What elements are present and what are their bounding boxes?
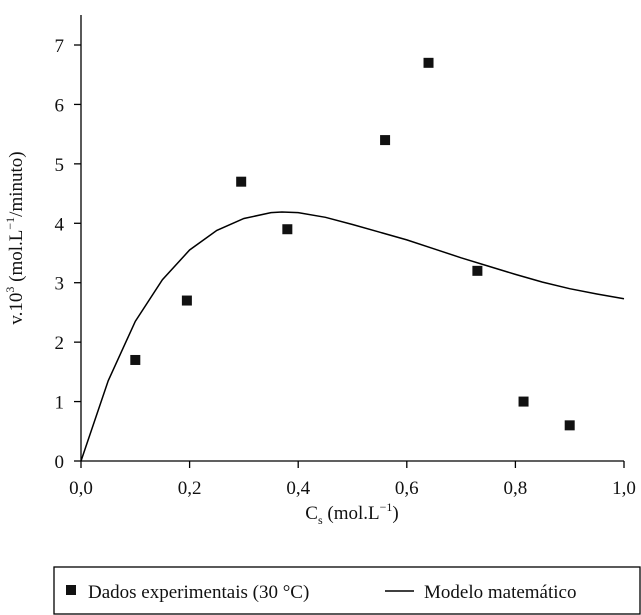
data-point (282, 224, 293, 235)
x-tick-label: 0,2 (178, 478, 202, 499)
legend-label-data: Dados experimentais (30 °C) (88, 582, 309, 603)
y-axis-title-sup1: 3 (3, 287, 17, 293)
legend-box (53, 566, 641, 615)
y-tick-label: 3 (55, 274, 65, 295)
data-point (181, 295, 192, 306)
x-ticks: 0,0 0,2 0,4 0,6 0,8 1,0 (69, 461, 636, 499)
y-tick-label: 1 (55, 393, 65, 414)
y-tick-label: 4 (55, 214, 65, 235)
x-axis-title-rest: (mol.L (323, 503, 380, 524)
y-tick-label: 5 (55, 155, 65, 176)
y-tick-label: 7 (55, 36, 65, 57)
y-axis-title-end: /minuto) (6, 151, 27, 216)
y-tick-label: 0 (55, 452, 65, 473)
legend-marker-square (66, 585, 76, 595)
data-point (236, 176, 247, 187)
x-tick-label: 1,0 (612, 478, 636, 499)
data-point (380, 135, 391, 146)
y-axis-title: v.103 (mol.L−1/minuto) (3, 151, 27, 324)
y-axis-title-main: v.10 (6, 293, 27, 325)
x-tick-label: 0,4 (286, 478, 310, 499)
data-point (472, 265, 483, 276)
data-point (130, 354, 141, 365)
x-axis-title-end: ) (392, 503, 398, 524)
y-tick-label: 2 (55, 333, 65, 354)
x-axis-title: Cs (mol.L−1) (305, 500, 398, 527)
y-axis-title-sup2: −1 (3, 217, 17, 230)
data-point (423, 57, 434, 68)
x-tick-label: 0,6 (395, 478, 419, 499)
data-point (518, 396, 529, 407)
y-tick-label: 6 (55, 95, 65, 116)
x-tick-label: 0,8 (504, 478, 528, 499)
axes (80, 15, 624, 462)
x-axis-title-main: C (305, 503, 318, 524)
y-ticks: 0 1 2 3 4 5 6 7 (55, 36, 81, 473)
model-curve (80, 211, 625, 462)
y-axis-title-rest: (mol.L (6, 230, 27, 287)
x-axis-title-sup: −1 (380, 500, 393, 514)
data-point (564, 420, 575, 431)
x-tick-label: 0,0 (69, 478, 93, 499)
x-axis-title-sub: s (318, 513, 323, 527)
model-curve-group (80, 211, 625, 462)
data-markers (130, 57, 575, 431)
legend: Dados experimentais (30 °C) Modelo matem… (53, 566, 641, 615)
legend-label-model: Modelo matemático (424, 582, 576, 603)
